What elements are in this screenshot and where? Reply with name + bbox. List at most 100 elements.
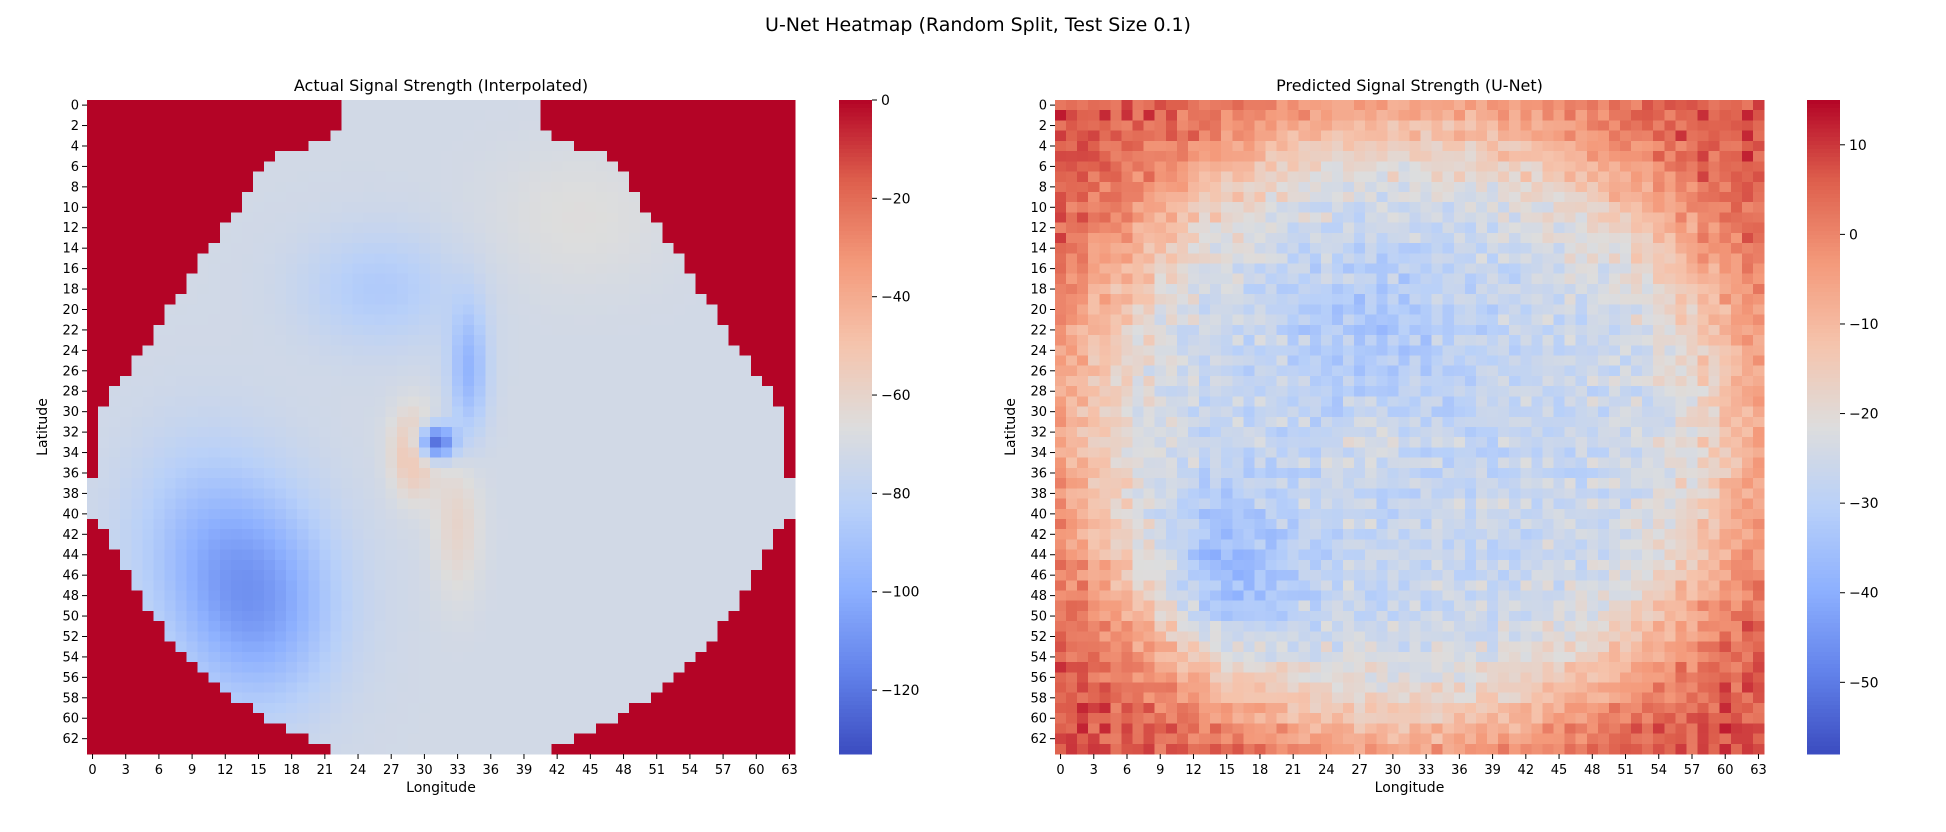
heatmap-cell	[772, 212, 785, 224]
heatmap-cell	[518, 335, 531, 346]
heatmap-cell	[728, 314, 741, 326]
heatmap-cell	[308, 345, 320, 357]
heatmap-cell	[131, 222, 143, 234]
heatmap-cell	[252, 304, 265, 316]
heatmap-cell	[230, 702, 243, 714]
heatmap-cell	[452, 590, 464, 602]
heatmap-cell	[595, 202, 608, 214]
heatmap-cell	[463, 365, 475, 377]
heatmap-cell	[1409, 140, 1422, 152]
heatmap-cell	[618, 396, 630, 408]
heatmap-cell	[662, 641, 674, 653]
heatmap-cell	[219, 447, 232, 459]
heatmap-cell	[142, 120, 154, 132]
heatmap-cell	[197, 498, 210, 510]
heatmap-cell	[186, 427, 199, 438]
heatmap-cell	[529, 518, 542, 530]
heatmap-cell	[463, 140, 475, 152]
heatmap-cell	[219, 743, 232, 755]
heatmap-cell	[186, 518, 199, 530]
colorbar-swatch	[839, 247, 872, 252]
heatmap-cell	[396, 651, 409, 663]
heatmap-cell	[396, 672, 409, 684]
heatmap-cell	[507, 181, 520, 193]
heatmap-cell	[518, 130, 531, 142]
heatmap-cell	[429, 457, 442, 469]
heatmap-cell	[297, 549, 309, 561]
colorbar-swatch	[839, 431, 872, 436]
heatmap-cell	[109, 672, 121, 684]
heatmap-cell	[463, 253, 475, 265]
heatmap-cell	[120, 713, 132, 724]
heatmap-cell	[153, 570, 166, 581]
heatmap-cell	[87, 539, 99, 551]
heatmap-cell	[164, 243, 177, 254]
heatmap-cell	[153, 590, 166, 602]
heatmap-cell	[474, 580, 486, 592]
heatmap-cell	[164, 570, 177, 581]
heatmap-cell	[551, 549, 564, 561]
colorbar-swatch	[839, 709, 872, 714]
heatmap-cell	[186, 437, 199, 449]
heatmap-cell	[750, 733, 763, 745]
heatmap-cell	[717, 283, 730, 295]
heatmap-cell	[452, 273, 464, 285]
heatmap-cell	[341, 120, 354, 132]
heatmap-cell	[474, 171, 486, 183]
heatmap-cell	[175, 202, 188, 214]
heatmap-cell	[264, 222, 276, 234]
heatmap-cell	[109, 529, 121, 541]
colorbar-swatch	[839, 512, 872, 518]
heatmap-cell	[595, 733, 608, 745]
heatmap-cell	[341, 324, 354, 336]
heatmap-cell	[717, 304, 730, 316]
heatmap-cell	[640, 335, 652, 346]
heatmap-cell	[131, 570, 143, 581]
heatmap-cell	[529, 100, 542, 111]
heatmap-cell	[109, 253, 121, 265]
heatmap-cell	[374, 743, 387, 755]
heatmap-cell	[695, 549, 708, 561]
heatmap-cell	[1442, 171, 1455, 183]
heatmap-cell	[87, 406, 99, 418]
heatmap-cell	[562, 140, 575, 152]
heatmap-cell	[529, 396, 542, 408]
heatmap-cell	[230, 120, 243, 132]
heatmap-cell	[662, 743, 674, 755]
heatmap-cell	[706, 243, 719, 254]
heatmap-cell	[219, 723, 232, 735]
heatmap-cell	[230, 110, 243, 122]
heatmap-cell	[407, 488, 420, 500]
heatmap-cell	[629, 253, 641, 265]
heatmap-cell	[319, 120, 331, 132]
colorbar-tick-label: −80	[881, 486, 911, 502]
heatmap-cell	[706, 692, 719, 704]
heatmap-cell	[164, 100, 177, 111]
heatmap-cell	[728, 437, 741, 449]
heatmap-cell	[1741, 151, 1754, 162]
heatmap-cell	[684, 335, 697, 346]
heatmap-cell	[441, 386, 453, 397]
heatmap-cell	[363, 273, 376, 285]
heatmap-cell	[308, 488, 320, 500]
heatmap-cell	[606, 570, 619, 581]
heatmap-cell	[518, 110, 531, 122]
heatmap-cell	[739, 140, 752, 152]
heatmap-cell	[573, 682, 586, 694]
heatmap-cell	[241, 151, 254, 162]
heatmap-cell	[474, 447, 486, 459]
heatmap-cell	[396, 222, 409, 234]
heatmap-cell	[629, 110, 641, 122]
heatmap-cell	[717, 457, 730, 469]
heatmap-cell	[142, 672, 154, 684]
heatmap-cell	[518, 396, 531, 408]
heatmap-cell	[540, 662, 553, 673]
heatmap-cell	[374, 355, 387, 367]
heatmap-cell	[418, 294, 431, 305]
heatmap-cell	[706, 161, 719, 173]
heatmap-cell	[374, 723, 387, 735]
heatmap-cell	[1210, 171, 1222, 183]
heatmap-cell	[1066, 161, 1078, 173]
heatmap-cell	[706, 518, 719, 530]
heatmap-cell	[573, 498, 586, 510]
